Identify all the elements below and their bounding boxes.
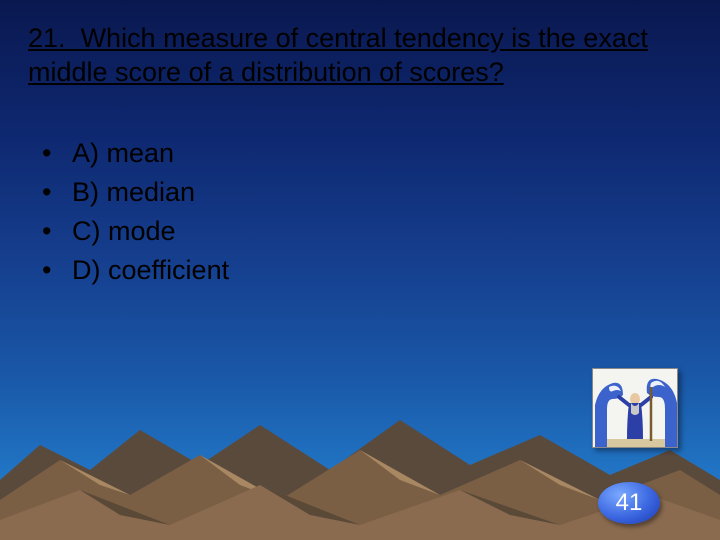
option-text: median xyxy=(107,173,196,212)
option-text: mode xyxy=(108,212,176,251)
option-letter: B) xyxy=(72,173,99,212)
page-number: 41 xyxy=(616,489,643,517)
page-number-badge: 41 xyxy=(598,482,660,524)
option-letter: A) xyxy=(72,134,99,173)
option-text: mean xyxy=(107,134,175,173)
bullet-icon: • xyxy=(42,212,72,251)
question-number: 21. xyxy=(28,23,66,53)
option-text: coefficient xyxy=(108,251,229,290)
slide: 21. Which measure of central tendency is… xyxy=(0,0,720,540)
list-item: • A) mean xyxy=(42,134,692,173)
bullet-icon: • xyxy=(42,251,72,290)
list-item: • D) coefficient xyxy=(42,251,692,290)
question-text: 21. Which measure of central tendency is… xyxy=(28,16,692,90)
options-list: • A) mean • B) median • C) mode • D) coe… xyxy=(42,134,692,291)
option-letter: D) xyxy=(72,251,101,290)
question-body: Which measure of central tendency is the… xyxy=(28,23,648,87)
option-letter: C) xyxy=(72,212,101,251)
moses-parting-sea-icon xyxy=(593,369,679,449)
list-item: • B) median xyxy=(42,173,692,212)
clipart-frame xyxy=(592,368,678,448)
bullet-icon: • xyxy=(42,134,72,173)
bullet-icon: • xyxy=(42,173,72,212)
list-item: • C) mode xyxy=(42,212,692,251)
